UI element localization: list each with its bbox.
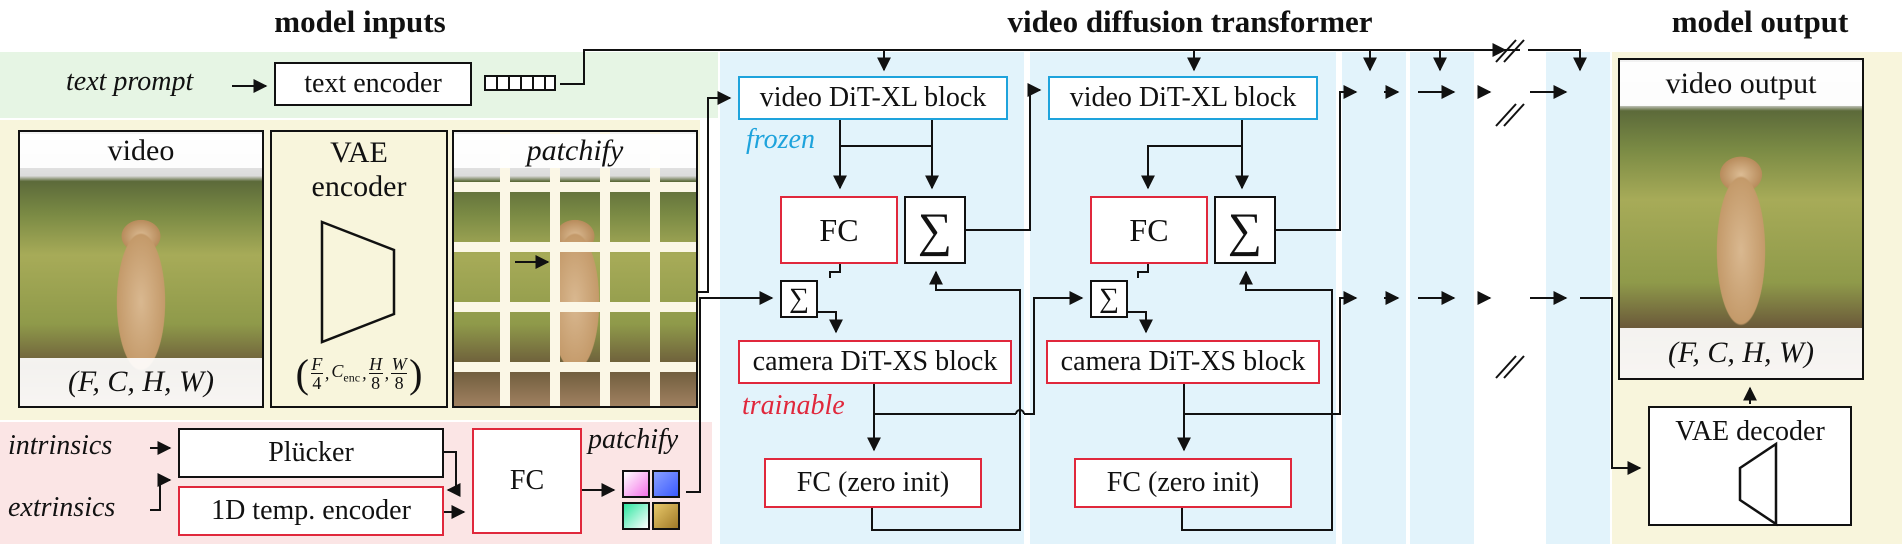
dit-column-5-bg (1546, 52, 1610, 544)
video-title: video (20, 134, 262, 168)
sum-small-2: ∑ (1090, 280, 1128, 318)
patch-tile-green (622, 502, 650, 530)
fc-box-2: FC (1090, 196, 1208, 264)
token-embedding-icon (484, 75, 556, 91)
patch-tile-blue (652, 470, 680, 498)
fc-box-1: FC (780, 196, 898, 264)
video-dit-xl-block-1: video DiT-XL block (738, 76, 1008, 120)
plucker-box: Plücker (178, 428, 444, 478)
fc-zero-init-box-2: FC (zero init) (1074, 458, 1292, 508)
video-shape-label: (F, C, H, W) (20, 358, 262, 406)
vae-decoder-box: VAE decoder (1648, 406, 1852, 526)
fc-zero-init-box-1: FC (zero init) (764, 458, 982, 508)
vae-encoder-panel: VAE encoder (270, 130, 448, 408)
sum-small-1: ∑ (780, 280, 818, 318)
intrinsics-label: intrinsics (8, 430, 113, 461)
patchified-lion-image (454, 132, 696, 406)
patchify-panel: patchify (452, 130, 698, 408)
vae-encoder-title-1: VAE (330, 136, 388, 169)
heading-model-inputs: model inputs (274, 4, 446, 39)
frac-h-num: H (369, 353, 383, 374)
heading-video-diffusion-transformer: video diffusion transformer (1007, 4, 1373, 39)
trainable-label: trainable (742, 390, 845, 421)
camera-fc-box: FC (472, 428, 582, 534)
dit-column-3-bg (1342, 52, 1406, 544)
c-enc-symbol: C (331, 360, 344, 381)
output-lion-photo-image (1620, 60, 1862, 378)
output-shape-label: (F, C, H, W) (1620, 328, 1862, 378)
frac-f-num: F (311, 353, 323, 374)
output-video-frame: video output (F, C, H, W) (1618, 58, 1864, 380)
frozen-label: frozen (746, 124, 815, 155)
camera-dit-xs-block-2: camera DiT-XS block (1046, 340, 1320, 384)
temporal-encoder-box: 1D temp. encoder (178, 486, 444, 536)
vae-encoder-title-2: encoder (311, 170, 407, 203)
sum-big-2: ∑ (1214, 196, 1276, 264)
output-title: video output (1620, 62, 1862, 106)
c-enc-subscript: enc (343, 370, 361, 385)
frac-w-den: 8 (394, 372, 404, 393)
patch-tile-gold (652, 502, 680, 530)
frac-f-den: 4 (312, 372, 322, 393)
video-dit-xl-block-2: video DiT-XL block (1048, 76, 1318, 120)
patchify-title: patchify (454, 134, 696, 168)
text-encoder-box: text encoder (274, 62, 472, 106)
text-prompt-label: text prompt (66, 66, 194, 97)
vae-decoder-label: VAE decoder (1675, 416, 1825, 447)
sum-big-1: ∑ (904, 196, 966, 264)
dit-column-4-bg (1410, 52, 1474, 544)
patch-tile-magenta (622, 470, 650, 498)
extrinsics-label: extrinsics (8, 492, 116, 523)
frac-w-num: W (391, 353, 407, 374)
frac-h-den: 8 (371, 372, 381, 393)
heading-model-output: model output (1671, 4, 1849, 39)
input-video-frame: video (F, C, H, W) (18, 130, 264, 408)
camera-patchify-label: patchify (588, 424, 679, 455)
vae-encoder-shape-label: ( F 4 , Cenc, H 8 , W 8 ) (295, 350, 423, 396)
camera-dit-xs-block-1: camera DiT-XS block (738, 340, 1012, 384)
